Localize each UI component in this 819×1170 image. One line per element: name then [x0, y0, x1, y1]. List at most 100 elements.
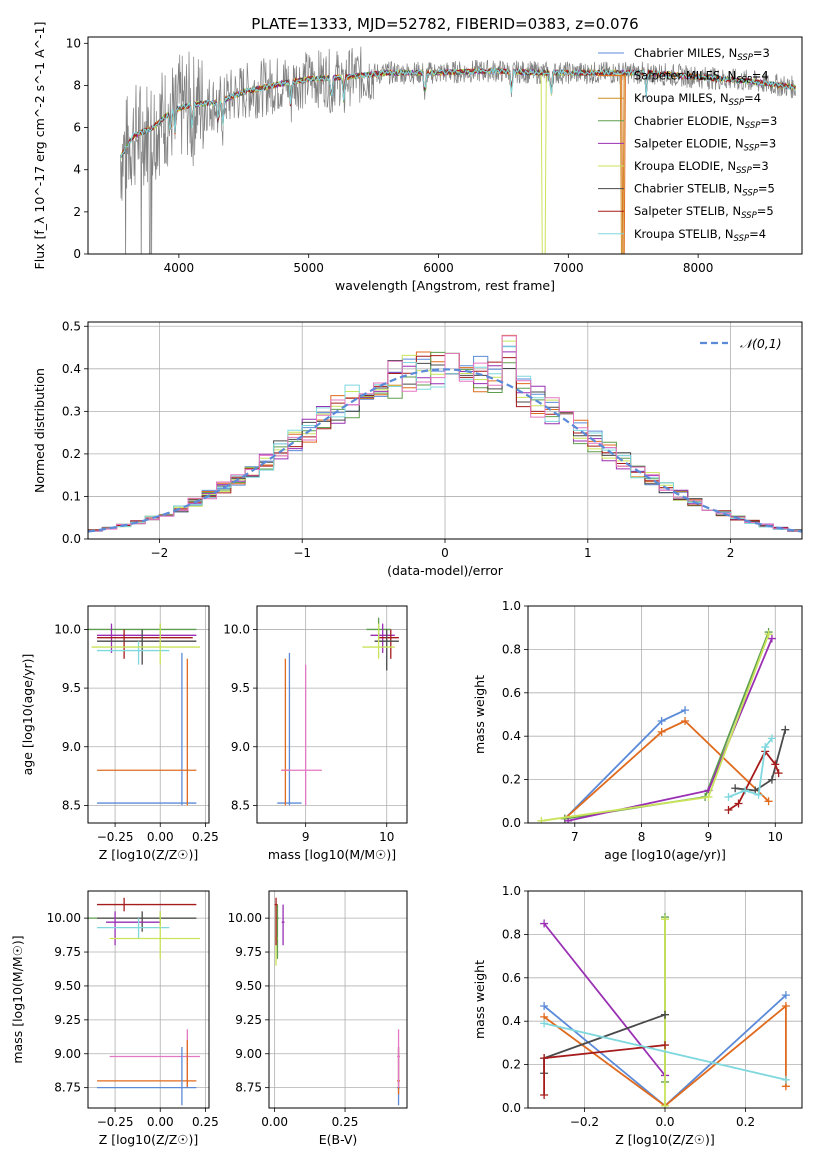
age-weight-panel-point-marker [771, 760, 780, 769]
z-weight-panel-point-marker [540, 919, 549, 928]
spectrum-panel-ytick-label: 2 [73, 205, 81, 219]
z-age-panel-xtick-label: 0.00 [147, 830, 174, 844]
age-weight-panel-point-marker [767, 775, 776, 784]
ebv-mass-panel-ytick-label: 9.00 [235, 1047, 262, 1061]
mass-age-panel-plot [277, 617, 399, 806]
mass-age-panel-ytick-label: 9.0 [231, 740, 250, 754]
ebv-mass-panel-ytick-label: 9.75 [235, 945, 262, 959]
z-mass-panel-ytick-label: 9.25 [54, 1013, 81, 1027]
legend-entry: Kroupa ELODIE, NSSP=3 [634, 159, 769, 176]
legend-entry: Kroupa MILES, NSSP=4 [634, 91, 761, 108]
age-weight-panel-point-marker [731, 784, 740, 793]
legend-entry: Chabrier STELIB, NSSP=5 [634, 182, 775, 199]
histogram-step [88, 335, 802, 532]
spectrum-panel: 4000 5000 6000 7000 8000 0 2 4 6 8 10 wavelength [A… [32, 22, 803, 293]
spectrum-panel-ytick-label: 6 [73, 121, 81, 135]
z-age-panel-xtick-label: −0.25 [97, 830, 134, 844]
age-weight-panel-xtick-label: 7 [571, 830, 579, 844]
age-weight-panel-point-marker [724, 805, 733, 814]
figure-title: PLATE=1333, MJD=52782, FIBERID=0383, z=0… [251, 15, 638, 33]
ebv-mass-panel-ytick-label: 10.00 [228, 911, 262, 925]
age-weight-panel-point-marker [734, 799, 743, 808]
z-weight-panel-point-marker [540, 1019, 549, 1028]
age-weight-panel-ytick-label: 0.6 [502, 686, 521, 700]
ebv-mass-panel-xtick-label: 0.00 [261, 1115, 288, 1129]
z-age-panel-ytick-label: 8.5 [62, 798, 81, 812]
age-weight-panel-series-line [567, 638, 773, 822]
legend-entry: Kroupa STELIB, NSSP=4 [634, 227, 766, 244]
spectrum-panel-ytick-label: 4 [73, 163, 81, 177]
legend-entry: Salpeter MILES, NSSP=4 [634, 69, 769, 86]
z-weight-panel-xtick-label: −0.2 [570, 1115, 599, 1129]
z-weight-panel-series-line [543, 1022, 787, 1081]
age-weight-panel-point-marker [764, 797, 773, 806]
z-mass-panel-frame [87, 890, 210, 1109]
z-weight-panel-ytick-label: 0.2 [502, 1058, 521, 1072]
age-weight-panel-point-marker [564, 816, 573, 823]
z-age-panel-plot [88, 623, 200, 806]
histogram-panel-plot [88, 334, 802, 533]
mass-age-panel-xlabel: mass [log10(M/M☉)] [268, 847, 396, 862]
histogram-panel-xtick-label: 2 [727, 546, 735, 560]
histogram-step [88, 346, 802, 532]
z-weight-panel-point-marker [781, 1075, 790, 1084]
spectrum-panel-ytick-label: 8 [73, 78, 81, 92]
z-weight-panel-ytick-label: 0.6 [502, 971, 521, 985]
mass-age-panel: 9 10 8.5 9.0 9.5 10.0 mass [log10(M/M☉)] [223, 605, 408, 862]
z-weight-panel-point-marker [661, 915, 669, 924]
age-weight-panel-ytick-label: 1.0 [502, 599, 521, 613]
ebv-mass-panel: 0.00 0.25 8.75 9.00 9.25 9.50 9.75 10.00 E(B-V) [228, 890, 408, 1147]
ebv-mass-panel-xlabel: E(B-V) [319, 1132, 358, 1147]
age-weight-panel-ytick-label: 0.2 [502, 773, 521, 787]
z-weight-panel-point-marker [781, 1002, 790, 1011]
mass-age-panel-xtick-label: 10 [379, 830, 394, 844]
spectrum-panel-ytick-label: 10 [66, 36, 81, 50]
histogram-panel-ytick-label: 0.1 [62, 489, 81, 503]
age-weight-panel-point-marker [754, 790, 763, 799]
histogram-panel-xtick-label: 1 [584, 546, 592, 560]
age-weight-panel-xtick-label: 8 [638, 830, 646, 844]
z-weight-panel-point-marker [540, 1054, 549, 1063]
ebv-mass-panel-ytick-label: 9.50 [235, 979, 262, 993]
histogram-panel-xlabel: (data-model)/error [387, 563, 504, 578]
age-weight-panel-point-marker [761, 743, 770, 752]
mass-age-panel-ytick-label: 10.0 [223, 622, 250, 636]
age-weight-panel-point-marker [764, 630, 773, 639]
ebv-mass-panel-ytick-label: 8.75 [235, 1081, 262, 1095]
ebv-mass-panel-ytick-label: 9.25 [235, 1013, 262, 1027]
histogram-panel-ytick-label: 0.5 [62, 319, 81, 333]
mass-age-panel-ytick-label: 8.5 [231, 798, 250, 812]
z-mass-panel-ytick-label: 8.75 [54, 1081, 81, 1095]
z-mass-panel-xlabel: Z [log10(Z/Z☉)] [99, 1132, 199, 1147]
age-weight-panel-frame [527, 605, 803, 824]
z-age-panel-ytick-label: 10.0 [54, 622, 81, 636]
z-mass-panel-plot [88, 897, 200, 1106]
spectrum-panel-plot [120, 46, 796, 254]
age-weight-panel-point-marker [681, 706, 690, 715]
mass-age-panel-xtick-label: 9 [302, 830, 310, 844]
z-mass-panel-xtick-label: 0.25 [192, 1115, 219, 1129]
z-age-panel-ytick-label: 9.5 [62, 681, 81, 695]
histogram-panel-ylabel: Normed distribution [32, 368, 47, 493]
z-age-panel-xlabel: Z [log10(Z/Z☉)] [99, 847, 199, 862]
z-weight-panel-ylabel: mass weight [472, 960, 487, 1039]
legend-entry: Salpeter STELIB, NSSP=5 [634, 204, 774, 221]
spectrum-panel-xtick-label: 7000 [553, 261, 584, 275]
age-weight-panel-plot [537, 628, 790, 823]
histogram-panel-xtick-label: −2 [151, 546, 169, 560]
z-weight-panel: −0.2 0.0 0.2 0.0 0.2 0.4 0.6 0.8 1.0 Z [log10(Z/Z… [472, 884, 803, 1147]
age-weight-panel-ytick-label: 0.8 [502, 642, 521, 656]
age-weight-panel-point-marker [704, 792, 713, 801]
z-weight-panel-xlabel: Z [log10(Z/Z☉)] [615, 1132, 715, 1147]
histogram-panel-xtick-label: 0 [441, 546, 449, 560]
spectrum-panel-ytick-label: 0 [73, 247, 81, 261]
age-weight-panel-xtick-label: 9 [705, 830, 713, 844]
z-mass-panel-ytick-label: 9.75 [54, 945, 81, 959]
age-weight-panel-point-marker [767, 634, 776, 643]
age-weight-panel-xlabel: age [log10(age/yr)] [604, 847, 726, 862]
age-weight-panel: 7 8 9 10 0.0 0.2 0.4 0.6 0.8 1.0 age [log10(age/yr… [472, 599, 803, 862]
z-weight-panel-point-marker [661, 1010, 669, 1019]
z-mass-panel-ylabel: mass [log10(M/M☉)] [10, 935, 25, 1063]
z-weight-panel-point-marker [540, 1090, 549, 1099]
z-mass-panel-xtick-label: 0.00 [147, 1115, 174, 1129]
